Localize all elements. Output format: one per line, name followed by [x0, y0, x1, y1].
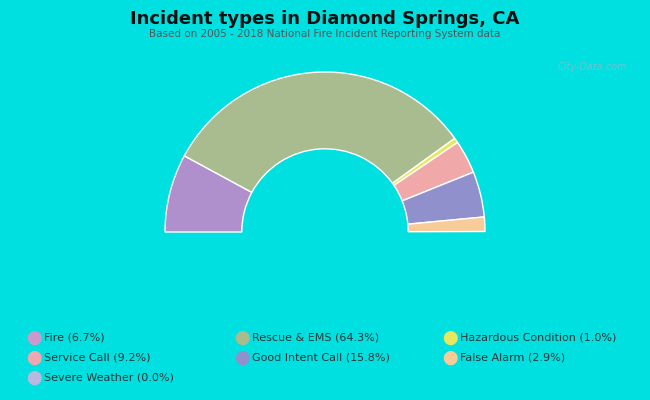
Wedge shape [402, 172, 484, 224]
Text: ⬤: ⬤ [26, 351, 42, 365]
Wedge shape [165, 156, 252, 232]
Text: ⬤: ⬤ [234, 351, 250, 365]
Text: ⬤: ⬤ [26, 331, 42, 345]
Text: Rescue & EMS (64.3%): Rescue & EMS (64.3%) [252, 333, 380, 343]
Wedge shape [393, 138, 458, 186]
Text: ⬤: ⬤ [26, 371, 42, 385]
Text: ⬤: ⬤ [442, 351, 458, 365]
Wedge shape [408, 217, 485, 232]
Wedge shape [185, 72, 455, 192]
Text: Based on 2005 - 2018 National Fire Incident Reporting System data: Based on 2005 - 2018 National Fire Incid… [150, 29, 500, 39]
Text: ⬤: ⬤ [442, 331, 458, 345]
Text: ⬤: ⬤ [234, 331, 250, 345]
Text: City-Data.com: City-Data.com [558, 62, 627, 72]
Text: Good Intent Call (15.8%): Good Intent Call (15.8%) [252, 353, 390, 363]
Text: Severe Weather (0.0%): Severe Weather (0.0%) [44, 373, 174, 383]
Text: Hazardous Condition (1.0%): Hazardous Condition (1.0%) [460, 333, 617, 343]
Text: False Alarm (2.9%): False Alarm (2.9%) [460, 353, 566, 363]
Wedge shape [394, 142, 473, 201]
Text: Incident types in Diamond Springs, CA: Incident types in Diamond Springs, CA [130, 10, 520, 28]
Text: Service Call (9.2%): Service Call (9.2%) [44, 353, 151, 363]
Text: Fire (6.7%): Fire (6.7%) [44, 333, 105, 343]
